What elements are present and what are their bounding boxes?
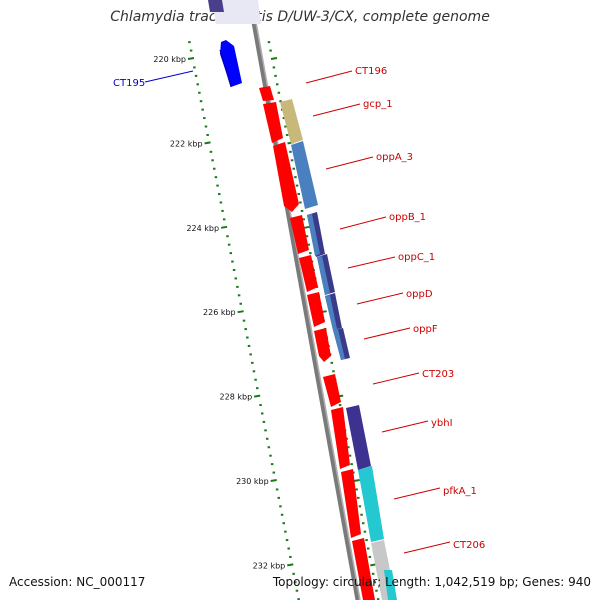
gene-labels: CT195 CT196 gcp_1 oppA_3 oppB_1 oppC_1 o…: [113, 66, 485, 554]
gene-arrow-ct196[interactable]: [259, 86, 274, 101]
tick-label: 224 kbp: [186, 224, 219, 233]
inner-tick-track: [187, 41, 300, 600]
gene-arrow-oppa-3[interactable]: [273, 142, 299, 212]
tick-labels: 220 kbp 222 kbp 224 kbp 226 kbp 228 kbp 230 k…: [153, 55, 285, 570]
genome-stats: Topology: circular; Length: 1,042,519 bp…: [272, 575, 591, 589]
major-tick: [303, 225, 311, 229]
gene-label-ct203[interactable]: CT203: [422, 369, 454, 380]
major-tick: [204, 141, 211, 145]
major-tick: [270, 57, 278, 60]
top-band: [212, 0, 261, 24]
gene-arrow-oppc-1[interactable]: [299, 255, 318, 292]
accession-label: Accession: NC_000117: [9, 575, 146, 589]
tick-label: 226 kbp: [203, 308, 236, 317]
map-title: Chlamydia trachomatis D/UW-3/CX, complet…: [110, 9, 490, 25]
tick-label: 230 kbp: [236, 477, 269, 486]
major-tick: [270, 479, 277, 482]
gene-label-ybhi[interactable]: ybhI: [431, 418, 453, 429]
gene-arrow-oppb-1[interactable]: [290, 215, 309, 254]
feature-blocks: [280, 99, 396, 600]
gene-label-oppa-3[interactable]: oppA_3: [376, 152, 413, 163]
gene-label-oppb-1[interactable]: oppB_1: [389, 212, 426, 223]
major-tick: [353, 479, 360, 482]
gene-arrow-oppd[interactable]: [307, 292, 325, 327]
gene-label-pfka-1[interactable]: pfkA_1: [443, 486, 477, 497]
gene-label-oppf[interactable]: oppF: [413, 324, 438, 335]
gene-ct195[interactable]: [208, 0, 242, 88]
gene-label-oppc-1[interactable]: oppC_1: [398, 252, 435, 263]
gene-label-oppd[interactable]: oppD: [406, 289, 433, 300]
gene-arrow-pfka-1[interactable]: [341, 469, 361, 538]
tick-label: 220 kbp: [153, 55, 186, 64]
major-tick: [220, 225, 228, 229]
tick-label: 222 kbp: [170, 139, 203, 148]
major-tick: [237, 310, 244, 314]
forward-genes: [259, 86, 375, 600]
gene-arrow-ct206[interactable]: [352, 538, 375, 600]
tick-label: 228 kbp: [220, 393, 253, 402]
tick-label: 232 kbp: [253, 561, 286, 570]
gene-label-ct195[interactable]: CT195: [113, 78, 145, 89]
major-tick: [187, 57, 195, 60]
gene-label-gcp-1[interactable]: gcp_1: [363, 99, 393, 110]
gene-label-ct196[interactable]: CT196: [355, 66, 387, 77]
major-tick: [254, 394, 261, 398]
major-tick: [287, 563, 294, 567]
gene-arrow-ct203[interactable]: [323, 374, 341, 407]
feature-blocks-secondary: [307, 214, 397, 600]
gene-arrow-ybhi[interactable]: [331, 407, 350, 469]
gene-arrow-oppf[interactable]: [314, 328, 331, 362]
gene-arrow-gcp-1[interactable]: [263, 102, 283, 143]
gene-label-ct206[interactable]: CT206: [453, 540, 485, 551]
